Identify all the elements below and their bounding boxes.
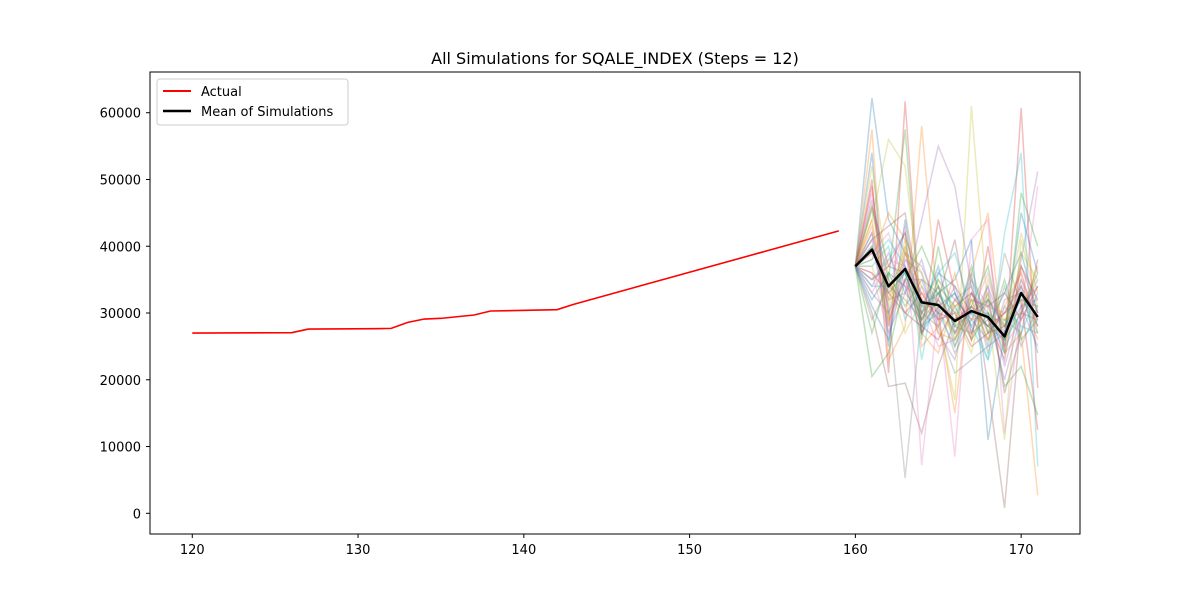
y-tick-label: 10000 xyxy=(100,441,141,456)
simulation-line-40 xyxy=(854,265,1039,356)
simulation-line-26 xyxy=(854,211,1039,349)
actual-line xyxy=(192,230,840,334)
simulation-line-15 xyxy=(854,230,1039,380)
simulation-line-12 xyxy=(855,211,1039,355)
y-tick-label: 0 xyxy=(133,507,141,522)
plot-area xyxy=(192,97,1039,509)
legend: Actual Mean of Simulations xyxy=(156,78,349,126)
simulation-line-2 xyxy=(854,126,1039,496)
simulation-line-37 xyxy=(854,258,1039,349)
x-tick-label: 140 xyxy=(511,543,536,558)
y-axis: 0 10000 20000 30000 40000 50000 60000 xyxy=(100,107,150,522)
x-tick-label: 170 xyxy=(1009,543,1034,558)
y-tick-label: 60000 xyxy=(100,107,141,122)
simulation-line-17 xyxy=(854,231,1039,348)
simulation-line-7 xyxy=(854,186,1039,466)
simulation-line-3 xyxy=(854,129,1039,416)
simulation-line-30 xyxy=(855,238,1039,335)
simulation-line-18 xyxy=(854,251,1039,355)
simulation-line-38 xyxy=(854,230,1039,335)
simulation-line-20 xyxy=(855,244,1039,362)
y-tick-label: 30000 xyxy=(100,307,141,322)
simulation-line-10 xyxy=(854,152,1039,467)
actual-line-layer xyxy=(192,230,840,334)
simulation-line-14 xyxy=(855,265,1039,430)
mean-line-layer xyxy=(854,248,1039,338)
x-tick-label: 160 xyxy=(843,543,868,558)
simulation-line-36 xyxy=(854,251,1039,335)
simulation-line-16 xyxy=(854,203,1039,394)
legend-box xyxy=(156,78,349,126)
simulation-line-11 xyxy=(854,152,1039,440)
simulation-line-19 xyxy=(854,166,1039,356)
simulation-line-1 xyxy=(854,97,1039,328)
legend-label-actual: Actual xyxy=(201,85,242,100)
simulation-line-34 xyxy=(854,230,1039,328)
y-tick-label: 20000 xyxy=(100,374,141,389)
simulation-line-8 xyxy=(854,244,1039,478)
simulation-line-28 xyxy=(854,266,1039,356)
axes-frame xyxy=(149,71,1081,535)
x-tick-label: 130 xyxy=(346,543,371,558)
simulation-line-27 xyxy=(855,257,1039,347)
legend-label-mean: Mean of Simulations xyxy=(201,105,333,120)
simulation-line-29 xyxy=(854,205,1039,354)
x-tick-label: 120 xyxy=(180,543,205,558)
y-tick-label: 40000 xyxy=(100,240,141,255)
mean-line xyxy=(854,248,1039,338)
simulation-line-9 xyxy=(854,105,1039,440)
simulation-line-39 xyxy=(855,246,1039,342)
chart-title: All Simulations for SQALE_INDEX (Steps =… xyxy=(431,49,799,69)
simulation-line-22 xyxy=(854,223,1039,349)
simulation-line-5 xyxy=(854,143,1039,348)
y-tick-label: 50000 xyxy=(100,173,141,188)
simulation-lines xyxy=(854,97,1039,509)
simulation-line-6 xyxy=(854,266,1039,509)
simulation-line-24 xyxy=(854,186,1039,363)
simulation-line-33 xyxy=(854,244,1039,342)
x-axis: 120 130 140 150 160 170 xyxy=(180,534,1034,558)
x-tick-label: 150 xyxy=(677,543,702,558)
simulation-line-32 xyxy=(854,219,1039,342)
simulation-line-4 xyxy=(854,101,1039,388)
